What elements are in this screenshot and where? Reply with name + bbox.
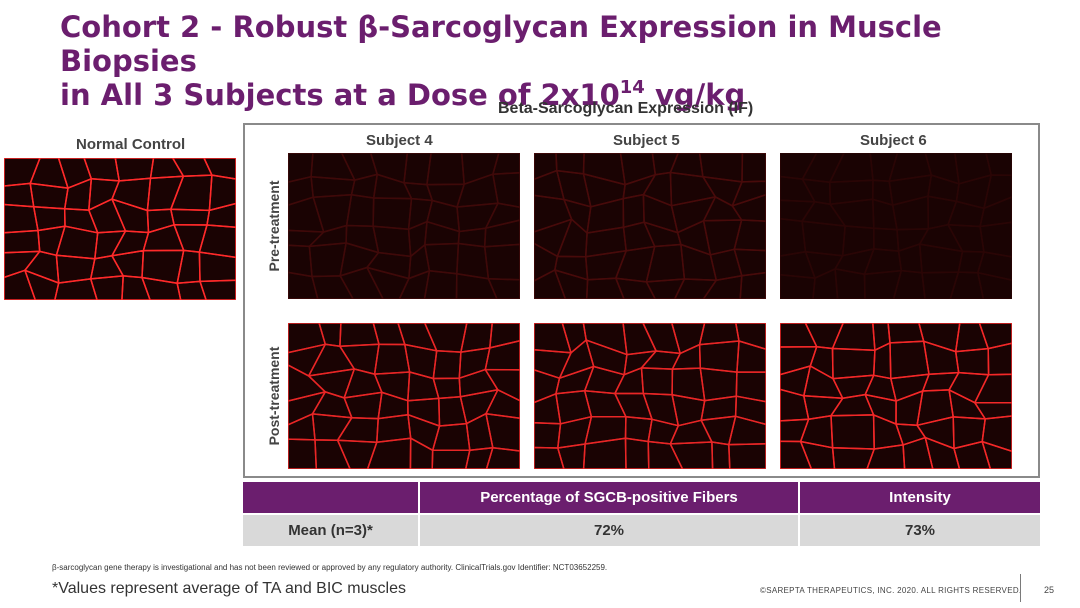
subject-5-label: Subject 5: [613, 132, 680, 149]
title-line-2-post: vg/kg: [644, 78, 746, 112]
table-value-intensity: 73%: [800, 515, 1040, 546]
table-header-intensity: Intensity: [800, 482, 1040, 513]
normal-control-label: Normal Control: [76, 136, 186, 153]
subject-4-pre-image: [288, 153, 520, 299]
row-label-pre: Pre-treatment: [266, 180, 282, 272]
normal-control-image: [4, 158, 236, 300]
disclaimer: β-sarcoglycan gene therapy is investigat…: [52, 563, 608, 572]
table-header-percentage: Percentage of SGCB-positive Fibers: [420, 482, 798, 513]
footnote: *Values represent average of TA and BIC …: [52, 580, 406, 597]
subject-6-pre-image: [780, 153, 1012, 299]
footer-divider: [1020, 574, 1021, 602]
row-label-post: Post-treatment: [266, 346, 282, 446]
micrograph-graphic: [534, 323, 766, 469]
subject-6-label: Subject 6: [860, 132, 927, 149]
subject-6-post-image: [780, 323, 1012, 469]
micrograph-graphic: [780, 323, 1012, 469]
copyright: ©SAREPTA THERAPEUTICS, INC. 2020. ALL RI…: [760, 586, 1022, 595]
title-line-2: in All 3 Subjects at a Dose of 2x1014 vg…: [60, 78, 1060, 112]
micrograph-graphic: [780, 153, 1012, 299]
slide-title: Cohort 2 - Robust β-Sarcoglycan Expressi…: [60, 10, 1060, 112]
micrograph-graphic: [4, 158, 236, 300]
micrograph-graphic: [288, 323, 520, 469]
title-line-2-pre: in All 3 Subjects at a Dose of 2x10: [60, 78, 620, 112]
results-table: Percentage of SGCB-positive Fibers Inten…: [243, 482, 1040, 546]
subject-5-post-image: [534, 323, 766, 469]
subject-4-post-image: [288, 323, 520, 469]
subject-5-pre-image: [534, 153, 766, 299]
panel-title: Beta-Sarcoglycan Expression (IF): [498, 100, 754, 117]
micrograph-graphic: [534, 153, 766, 299]
subject-4-label: Subject 4: [366, 132, 433, 149]
table-row-label: Mean (n=3)*: [243, 515, 418, 546]
figure-frame: [243, 123, 1040, 478]
micrograph-graphic: [288, 153, 520, 299]
table-header-empty: [243, 482, 418, 513]
page-number: 25: [1044, 585, 1055, 595]
title-exponent: 14: [619, 77, 645, 98]
title-line-1: Cohort 2 - Robust β-Sarcoglycan Expressi…: [60, 10, 942, 78]
table-value-percentage: 72%: [420, 515, 798, 546]
